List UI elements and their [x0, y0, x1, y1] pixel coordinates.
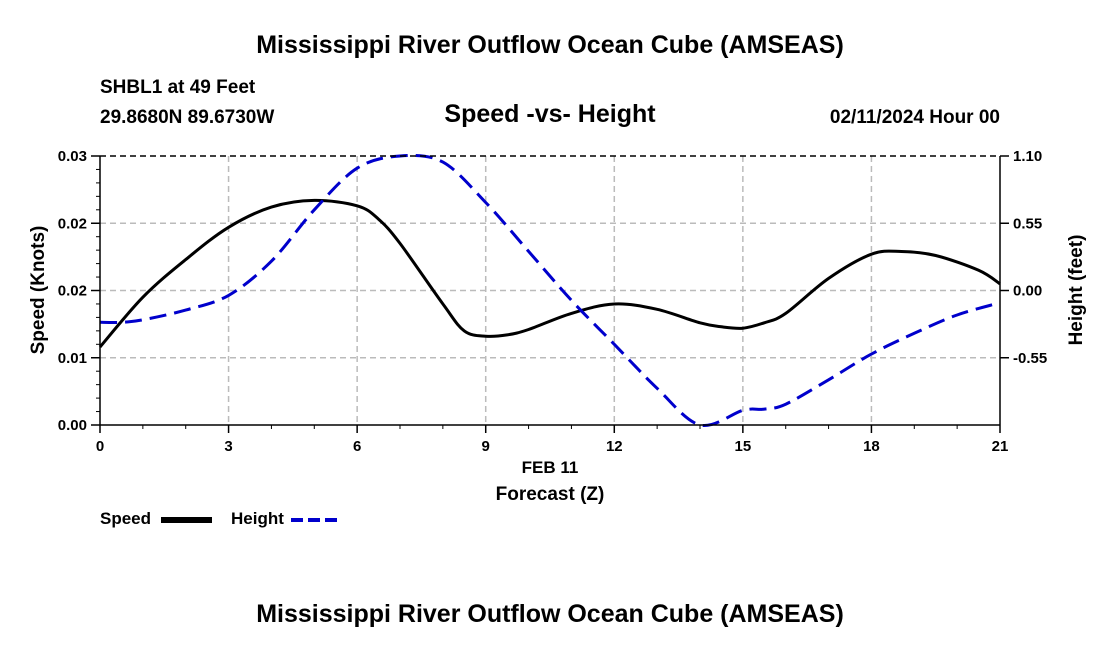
y-tick-label: 0.01 — [58, 350, 87, 367]
x-tick-label: 18 — [863, 438, 880, 455]
y2-tick-label: 1.10 — [1013, 148, 1042, 165]
x-tick-label: 6 — [353, 438, 361, 455]
y-tick-label: 0.03 — [58, 148, 87, 165]
chart-title: Mississippi River Outflow Ocean Cube (AM… — [256, 31, 844, 59]
x-tick-label: 0 — [96, 438, 104, 455]
series-line-height — [99, 153, 1001, 428]
y-tick-label: 0.00 — [58, 417, 87, 434]
y-tick-label: 0.02 — [58, 283, 87, 300]
station-coordinates: 29.8680N 89.6730W — [100, 107, 275, 128]
station-label: SHBL1 at 49 Feet — [100, 77, 256, 98]
chart-title-bottom: Mississippi River Outflow Ocean Cube (AM… — [256, 600, 844, 628]
series-line-speed — [98, 198, 1001, 348]
y2-axis-title: Height (feet) — [1066, 235, 1087, 346]
forecast-datetime: 02/11/2024 Hour 00 — [829, 107, 1000, 128]
x-tick-label: 12 — [606, 438, 623, 455]
x-tick-label: 3 — [224, 438, 232, 455]
x-tick-label: 21 — [992, 438, 1009, 455]
tick-layer: 0 3 6 9 12 15 18 21 0.00 0.01 0.02 0.02 0.03 -0.55 0.0… — [58, 148, 1047, 455]
series-layer — [98, 153, 1001, 428]
chart-subtitle: Speed -vs- Height — [444, 100, 656, 128]
x-tick-label: 9 — [482, 438, 490, 455]
y2-tick-label: 0.55 — [1013, 215, 1042, 232]
x-axis-date-label: FEB 11 — [522, 458, 579, 477]
y2-tick-label: -0.55 — [1013, 350, 1047, 367]
x-tick-label: 15 — [735, 438, 752, 455]
y2-tick-label: 0.00 — [1013, 283, 1042, 300]
y-tick-label: 0.02 — [58, 215, 87, 232]
grid-lines — [100, 156, 1000, 425]
y-axis-title: Speed (Knots) — [28, 226, 49, 355]
legend-height-label: Height — [231, 509, 284, 528]
legend-speed-label: Speed — [100, 509, 152, 528]
x-axis-title: Forecast (Z) — [496, 484, 605, 505]
